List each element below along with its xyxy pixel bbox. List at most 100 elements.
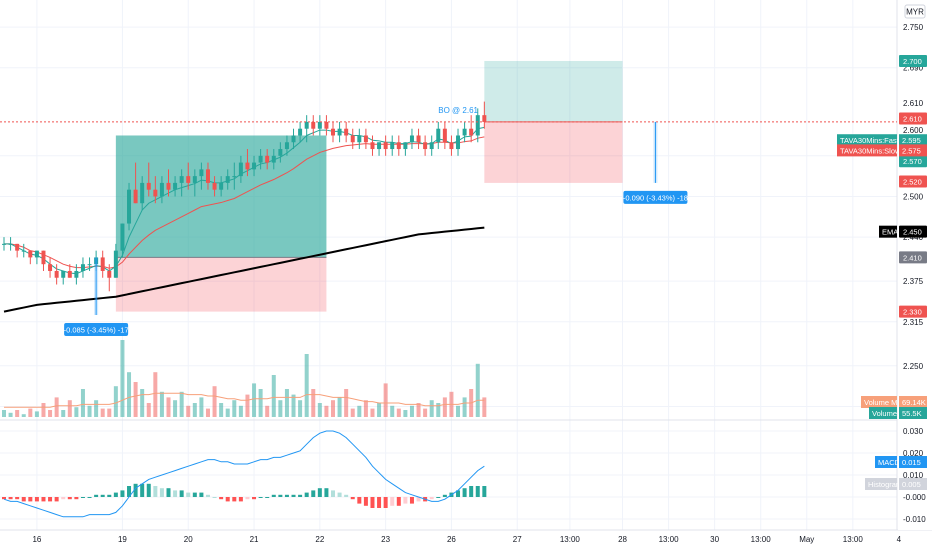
candle-body (225, 176, 230, 183)
candle-body (462, 128, 467, 136)
histogram-bar (324, 488, 329, 497)
histogram-legend-value-bg (899, 478, 927, 490)
histogram-bar (284, 494, 289, 497)
histogram-legend: Histogram (868, 480, 902, 489)
macd-legend-bg (875, 456, 897, 468)
histogram-bar (153, 486, 158, 497)
volume-bar (238, 405, 243, 417)
candle-body (232, 176, 237, 178)
volume-bar (423, 408, 428, 417)
histogram-bar (179, 490, 184, 497)
volume-bar (159, 391, 164, 417)
candle-body (291, 135, 296, 143)
volume-bar (331, 400, 335, 417)
candle-body (331, 128, 335, 136)
time-tick-label: 13:00 (843, 535, 864, 544)
histogram-bar (245, 497, 250, 500)
volume-bar (120, 340, 125, 417)
position-target-zone (115, 135, 327, 258)
candle-body (28, 250, 33, 258)
histogram-bar (271, 494, 276, 497)
volume-bar (74, 407, 79, 417)
volume-bar (291, 394, 296, 417)
volume-bar (344, 389, 349, 417)
currency-label: MYR (906, 8, 924, 17)
candle-body (159, 182, 164, 197)
volume-bar (429, 400, 434, 417)
low-price-label-bg (899, 251, 927, 264)
candle-body (469, 128, 474, 136)
candle-body (87, 264, 92, 266)
candle-body (192, 176, 197, 183)
price-axis-bg (898, 0, 932, 530)
time-tick-label: 13:00 (659, 535, 680, 544)
volume-bar (304, 354, 309, 417)
time-tick-label: 23 (381, 535, 390, 544)
volume-bar (146, 403, 151, 417)
histogram-bar (304, 492, 309, 497)
candle-body (304, 121, 309, 129)
volume-bar (179, 391, 184, 417)
volume-bar (41, 403, 46, 417)
time-axis[interactable]: 16 19 20 21 22 23 26 27 13:00 28 13:00 30 13:00 May 13… (32, 535, 901, 544)
histogram-bar (80, 497, 85, 498)
macd-tick-label: 0.030 (903, 427, 924, 436)
volume-bar (199, 397, 204, 417)
macd-tick-label: 0.020 (903, 449, 924, 458)
histogram-bar (133, 483, 138, 497)
histogram-bar (107, 494, 112, 497)
histogram-bar (28, 497, 33, 502)
measure-label-left: -0.085 (-3.45%) -17 (64, 326, 129, 335)
time-tick-label: 13:00 (560, 535, 581, 544)
histogram-bar (396, 497, 401, 506)
volume-bar (252, 383, 257, 417)
histogram-bar (344, 494, 349, 497)
slow-ema-legend-value: 2.575 (902, 146, 921, 155)
time-tick-label: 27 (513, 535, 522, 544)
volume-bar (377, 403, 382, 417)
histogram-bar (317, 488, 322, 497)
volume-bar (317, 403, 322, 417)
candle-body (423, 142, 428, 150)
candle-body (15, 243, 20, 251)
histogram-bar (469, 486, 474, 497)
candle-body (146, 182, 151, 190)
histogram-bar (48, 497, 53, 502)
volume-bar (192, 403, 197, 417)
time-tick-label: 30 (710, 535, 719, 544)
histogram-bar (232, 497, 237, 502)
histogram-bar (252, 497, 257, 500)
candle-body (324, 121, 329, 129)
candle-body (245, 162, 250, 170)
candle-body (205, 169, 210, 183)
histogram-bar (442, 494, 447, 497)
slow-ema-legend: TAVA30Mins:Slow EMA (840, 146, 919, 155)
volume-bar (205, 408, 210, 417)
volume-bar (442, 397, 447, 417)
histogram-bar (377, 497, 382, 508)
time-tick-label: 22 (315, 535, 324, 544)
histogram-bar (409, 497, 414, 504)
candle-body (219, 182, 224, 190)
volume-bar (21, 414, 26, 417)
macd-line (3, 430, 485, 518)
candle-body (265, 155, 270, 163)
price-axis[interactable]: MYR2.7502.6902.5602.5002.4402.3752.3152.… (837, 0, 932, 530)
candle-body (298, 128, 303, 136)
volume-bar (403, 410, 408, 417)
candle-body (173, 182, 178, 190)
volume-ma-legend: Volume MA (864, 398, 902, 407)
candle-body (48, 264, 53, 271)
candle-body (396, 142, 401, 150)
fast-ema-legend: TAVA30Mins:Fast EMA (840, 136, 917, 145)
macd-tick-label: -0.010 (903, 515, 926, 524)
volume-bar (482, 397, 487, 417)
volume-bar (219, 403, 224, 417)
candle-body (54, 270, 59, 278)
histogram-bar (337, 492, 342, 497)
histogram-bar (225, 497, 230, 502)
candle-body (80, 264, 85, 271)
histogram-bar (87, 497, 92, 498)
ema200-legend: EMA (882, 228, 898, 237)
